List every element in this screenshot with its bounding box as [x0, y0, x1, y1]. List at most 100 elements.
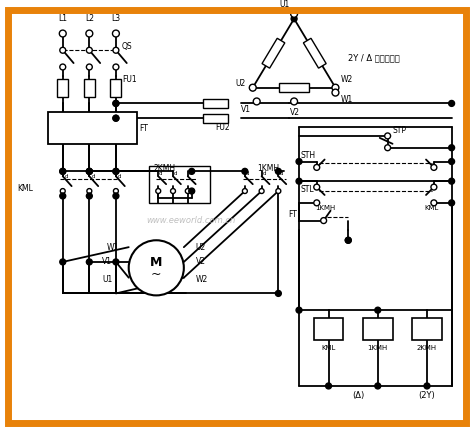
Text: d: d	[279, 171, 283, 176]
Circle shape	[59, 30, 66, 37]
Text: d: d	[189, 171, 192, 176]
Circle shape	[385, 133, 391, 139]
Text: STL: STL	[301, 184, 315, 193]
Circle shape	[449, 145, 455, 151]
Text: KML: KML	[18, 184, 33, 193]
Bar	[57, 79, 68, 97]
Bar	[149, 166, 210, 203]
Text: U1: U1	[279, 0, 290, 9]
Bar	[363, 318, 392, 340]
Text: d: d	[174, 171, 177, 176]
Text: d: d	[91, 174, 95, 179]
Bar	[48, 112, 137, 144]
Text: KML: KML	[424, 205, 438, 211]
Circle shape	[60, 193, 66, 199]
Circle shape	[60, 259, 66, 265]
Circle shape	[291, 98, 298, 105]
Circle shape	[189, 168, 195, 174]
Text: U1: U1	[102, 275, 112, 284]
Circle shape	[249, 84, 256, 91]
Circle shape	[185, 189, 190, 193]
Circle shape	[375, 307, 381, 313]
Circle shape	[113, 168, 119, 174]
Circle shape	[113, 64, 119, 70]
Text: V1: V1	[241, 105, 251, 114]
Circle shape	[291, 16, 297, 22]
Circle shape	[296, 178, 302, 184]
Circle shape	[86, 30, 93, 37]
Circle shape	[86, 64, 92, 70]
Circle shape	[449, 101, 455, 107]
Circle shape	[86, 168, 92, 174]
Text: FT: FT	[288, 210, 297, 219]
Circle shape	[345, 237, 351, 243]
Bar	[303, 38, 326, 68]
Text: ~: ~	[151, 268, 162, 281]
Text: W2: W2	[340, 75, 353, 84]
Text: www.eeworld.com.cn: www.eeworld.com.cn	[146, 216, 236, 225]
Text: FU1: FU1	[122, 75, 137, 84]
Text: (Δ): (Δ)	[352, 391, 364, 400]
Text: W1: W1	[107, 243, 119, 252]
Text: QS: QS	[122, 42, 132, 51]
Circle shape	[86, 168, 92, 174]
Circle shape	[113, 193, 119, 199]
Circle shape	[449, 178, 455, 184]
Text: L3: L3	[111, 14, 120, 23]
Circle shape	[60, 64, 66, 70]
Circle shape	[113, 115, 119, 121]
Bar	[314, 318, 343, 340]
Circle shape	[60, 168, 66, 174]
Circle shape	[385, 145, 391, 151]
Text: U2: U2	[196, 243, 206, 252]
Text: 1KMH: 1KMH	[258, 164, 280, 173]
Circle shape	[250, 85, 255, 91]
Text: L1: L1	[58, 14, 67, 23]
Circle shape	[314, 184, 319, 190]
Circle shape	[326, 383, 331, 389]
Circle shape	[424, 383, 430, 389]
Circle shape	[276, 189, 281, 193]
Circle shape	[86, 193, 92, 199]
Text: V2: V2	[290, 108, 300, 117]
Circle shape	[113, 101, 119, 107]
Circle shape	[156, 189, 161, 193]
Circle shape	[259, 189, 264, 193]
Circle shape	[86, 259, 92, 265]
Circle shape	[431, 200, 437, 206]
Text: KML: KML	[321, 345, 336, 351]
Circle shape	[86, 48, 92, 53]
Bar	[279, 83, 309, 92]
Circle shape	[113, 115, 119, 121]
Circle shape	[113, 189, 118, 193]
Circle shape	[314, 200, 319, 206]
Text: 1KMH: 1KMH	[315, 205, 335, 211]
Text: d: d	[118, 174, 121, 179]
Circle shape	[87, 189, 92, 193]
Bar	[110, 79, 121, 97]
Text: d: d	[159, 171, 163, 176]
Circle shape	[275, 168, 281, 174]
Circle shape	[60, 48, 66, 53]
Text: M: M	[150, 256, 163, 269]
Circle shape	[113, 101, 119, 107]
Circle shape	[296, 158, 302, 164]
Circle shape	[449, 200, 455, 206]
Circle shape	[314, 164, 319, 170]
Text: FT: FT	[139, 124, 148, 133]
Text: L2: L2	[85, 14, 94, 23]
Text: W2: W2	[196, 275, 208, 284]
Circle shape	[332, 85, 338, 91]
Circle shape	[113, 259, 119, 265]
Circle shape	[112, 30, 119, 37]
Circle shape	[113, 48, 119, 53]
Circle shape	[332, 84, 339, 91]
Circle shape	[60, 168, 66, 174]
Circle shape	[345, 237, 351, 243]
Circle shape	[60, 189, 65, 193]
Bar	[84, 79, 95, 97]
Bar	[202, 99, 228, 108]
Text: 2KMH: 2KMH	[153, 164, 175, 173]
Text: U2: U2	[235, 79, 245, 88]
Circle shape	[431, 184, 437, 190]
